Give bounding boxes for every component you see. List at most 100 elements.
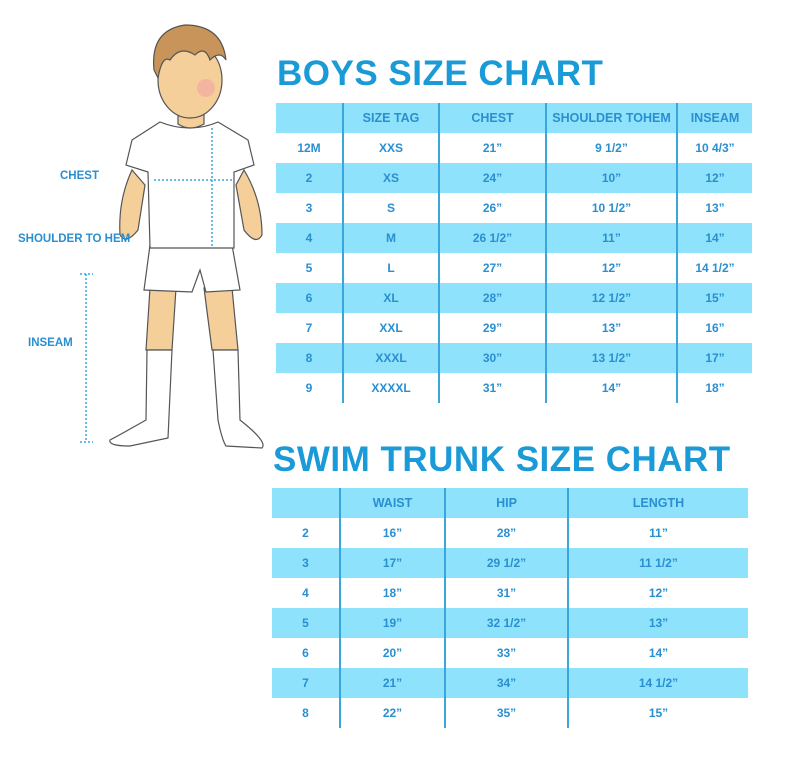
table-cell: 15” [676, 283, 752, 313]
table-cell: 33” [444, 638, 568, 668]
column-header: LENGTH [567, 488, 748, 518]
boys-chart-title: BOYS SIZE CHART [277, 54, 604, 93]
table-cell: 10 4/3” [676, 133, 752, 163]
table-cell: XS [342, 163, 439, 193]
swim-trunk-size-table: WAIST HIP LENGTH 2 16” 28” 11” 3 17” 29 1/2” 11 1/… [272, 488, 748, 728]
table-cell: 8 [276, 343, 343, 373]
inseam-label: INSEAM [28, 337, 73, 349]
column-header: INSEAM [676, 103, 752, 133]
table-cell: 10 1/2” [545, 193, 677, 223]
table-cell: 27” [438, 253, 546, 283]
table-cell: 30” [438, 343, 546, 373]
table-cell: 16” [676, 313, 752, 343]
table-row: 5 19” 32 1/2” 13” [272, 608, 748, 638]
table-cell: 13” [545, 313, 677, 343]
column-header: SIZE TAG [342, 103, 439, 133]
table-cell: 14 1/2” [676, 253, 752, 283]
table-cell: 12” [545, 253, 677, 283]
table-cell: XXL [342, 313, 439, 343]
table-cell: 15” [567, 698, 748, 728]
boy-illustration [80, 24, 264, 449]
table-cell: 5 [305, 261, 313, 275]
table-cell: 5 [272, 608, 340, 638]
table-cell: 12 1/2” [545, 283, 677, 313]
table-cell: M [342, 223, 439, 253]
swim-chart-title: SWIM TRUNK SIZE CHART [273, 440, 731, 479]
table-row: 2 16” 28” 11” [272, 518, 748, 548]
table-cell: 3 [305, 201, 313, 215]
table-cell: 14” [545, 373, 677, 403]
table-cell: 8 [302, 706, 309, 720]
table-cell: 14” [567, 638, 748, 668]
table-row: 5 L 27” 12” 14 1/2” [276, 253, 752, 283]
table-cell: 28” [444, 518, 568, 548]
table-cell: 32 1/2” [444, 608, 568, 638]
header-row: WAIST HIP LENGTH [272, 488, 748, 518]
table-cell: 29 1/2” [444, 548, 568, 578]
table-cell: 20” [339, 638, 445, 668]
table-row: 2 XS 24” 10” 12” [276, 163, 752, 193]
table-cell: 28” [438, 283, 546, 313]
table-cell: 9 [305, 381, 313, 395]
table-row: 4 18” 31” 12” [272, 578, 748, 608]
table-cell: 6 [276, 283, 343, 313]
table-cell: 26 1/2” [438, 223, 546, 253]
table-cell: XL [342, 283, 439, 313]
table-row: 8 XXXL 30” 13 1/2” 17” [276, 343, 752, 373]
table-cell: XXXXL [342, 373, 439, 403]
table-cell: 2 [276, 163, 343, 193]
table-row: 6 XL 28” 12 1/2” 15” [276, 283, 752, 313]
table-cell: 18” [339, 578, 445, 608]
column-header: HIP [444, 488, 568, 518]
table-cell: 12” [676, 163, 752, 193]
table-cell: 34” [444, 668, 568, 698]
column-header: SHOULDER TOHEM [545, 103, 677, 133]
table-cell: 13 1/2” [545, 343, 677, 373]
column-header [276, 103, 343, 133]
column-header: WAIST [339, 488, 445, 518]
table-cell: 24” [438, 163, 546, 193]
table-cell: 31” [438, 373, 546, 403]
table-cell: L [342, 253, 439, 283]
table-cell: 16” [339, 518, 445, 548]
table-cell: 18” [676, 373, 752, 403]
table-row: 7 XXL 29” 13” 16” [276, 313, 752, 343]
table-cell: 10” [545, 163, 677, 193]
table-cell: 14” [676, 223, 752, 253]
table-cell: 13” [676, 193, 752, 223]
table-cell: 12M [297, 141, 321, 155]
table-row: 6 20” 33” 14” [272, 638, 748, 668]
table-cell: 22” [339, 698, 445, 728]
table-cell: 29” [438, 313, 546, 343]
table-cell: 31” [444, 578, 568, 608]
table-row: 12M XXS 21” 9 1/2” 10 4/3” [276, 133, 752, 163]
table-cell: 11 1/2” [567, 548, 748, 578]
table-cell: 13” [567, 608, 748, 638]
table-cell: 35” [444, 698, 568, 728]
table-row: 4 M 26 1/2” 11” 14” [276, 223, 752, 253]
table-row: 7 21” 34” 14 1/2” [272, 668, 748, 698]
table-cell: 21” [339, 668, 445, 698]
header-row: SIZE TAG CHEST SHOULDER TOHEM INSEAM [276, 103, 752, 133]
table-cell: 4 [302, 586, 309, 600]
table-cell: 19” [339, 608, 445, 638]
column-header: CHEST [438, 103, 546, 133]
table-cell: S [342, 193, 439, 223]
table-cell: XXXL [342, 343, 439, 373]
table-row: 9 XXXXL 31” 14” 18” [276, 373, 752, 403]
chest-label: CHEST [60, 170, 99, 182]
table-cell: 2 [302, 526, 309, 540]
table-cell: 21” [438, 133, 546, 163]
table-cell: 3 [272, 548, 340, 578]
table-row: 8 22” 35” 15” [272, 698, 748, 728]
table-cell: 11” [545, 223, 677, 253]
table-cell: 7 [272, 668, 340, 698]
table-cell: 6 [302, 646, 309, 660]
shoulder-to-hem-label: SHOULDER TO HEM [18, 233, 131, 245]
table-cell: 26” [438, 193, 546, 223]
table-cell: 17” [676, 343, 752, 373]
table-cell: 12” [567, 578, 748, 608]
table-row: 3 S 26” 10 1/2” 13” [276, 193, 752, 223]
table-cell: 17” [339, 548, 445, 578]
table-row: 3 17” 29 1/2” 11 1/2” [272, 548, 748, 578]
